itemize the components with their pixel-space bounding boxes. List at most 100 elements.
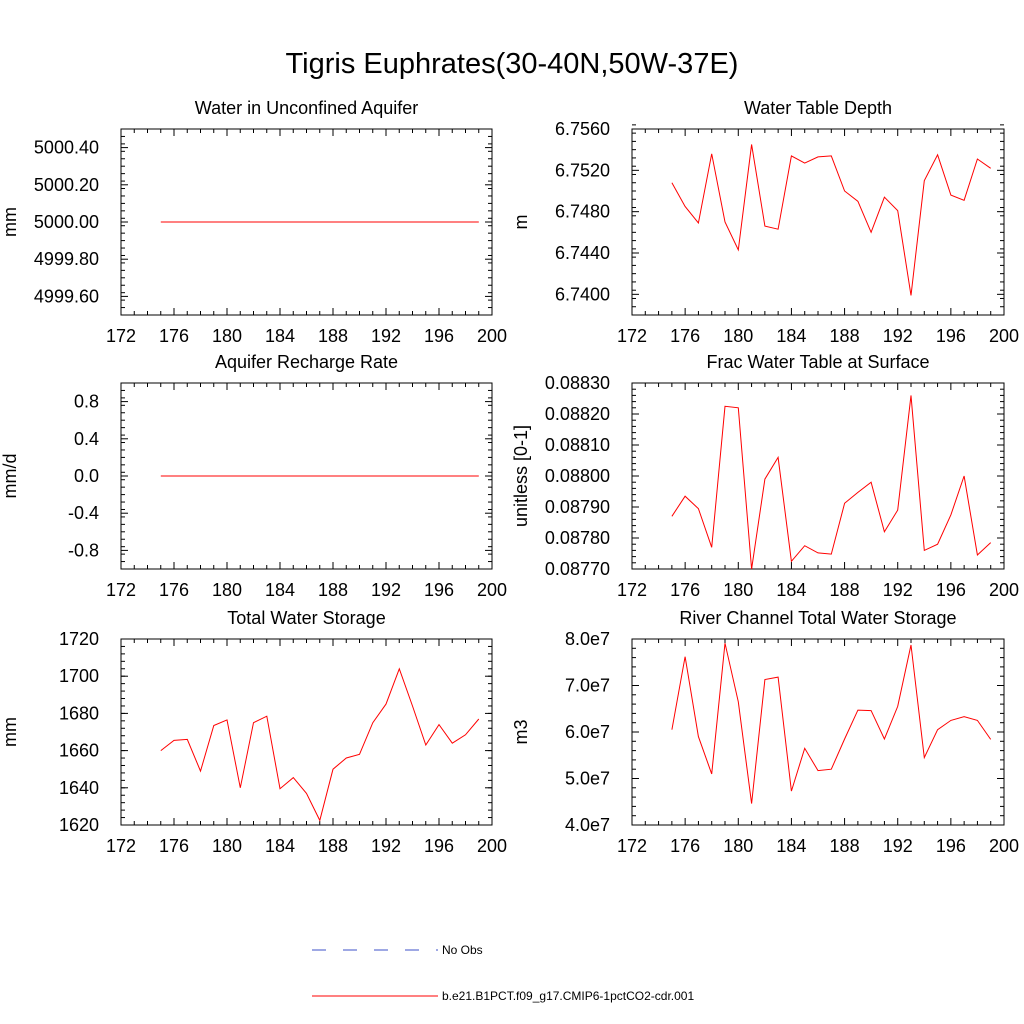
- x-tick-label: 200: [477, 326, 507, 346]
- y-axis-label: m3: [511, 719, 531, 744]
- x-tick-label: 188: [318, 836, 348, 856]
- y-axis-label: mm: [0, 717, 20, 747]
- panel-title: Total Water Storage: [227, 608, 385, 628]
- x-tick-label: 172: [106, 836, 136, 856]
- x-tick-label: 200: [477, 836, 507, 856]
- legend-model-label: b.e21.B1PCT.f09_g17.CMIP6-1pctCO2-cdr.00…: [442, 989, 694, 1003]
- x-tick-label: 192: [883, 836, 913, 856]
- y-tick-label: 5000.40: [34, 138, 99, 158]
- y-tick-label: 8.0e7: [565, 629, 610, 649]
- x-tick-label: 172: [106, 580, 136, 600]
- series-line: [671, 395, 992, 570]
- panel-title: Frac Water Table at Surface: [706, 352, 929, 372]
- x-tick-label: 176: [159, 326, 189, 346]
- panel-title: Water in Unconfined Aquifer: [195, 98, 418, 118]
- legend-obs-label: No Obs: [442, 943, 483, 957]
- x-tick-label: 200: [989, 580, 1019, 600]
- chart-panel-2: Water Table Depth m 172 176 180 184 188 192 196 2…: [511, 98, 1019, 346]
- x-tick-label: 188: [830, 580, 860, 600]
- x-tick-label: 176: [670, 580, 700, 600]
- chart-panel-5: Total Water Storage mm 172 176 180 184 188 192 1…: [0, 608, 507, 856]
- y-tick-label: 0.08790: [545, 497, 610, 517]
- x-tick-label: 172: [617, 326, 647, 346]
- y-tick-label: 6.7480: [555, 202, 610, 222]
- legend: No Obs b.e21.B1PCT.f09_g17.CMIP6-1pctCO2…: [312, 943, 694, 1003]
- x-tick-label: 176: [159, 836, 189, 856]
- y-tick-label: 4999.80: [34, 249, 99, 269]
- y-tick-label: 6.7440: [555, 243, 610, 263]
- x-tick-label: 200: [477, 580, 507, 600]
- x-tick-label: 192: [371, 326, 401, 346]
- y-tick-label: -0.4: [68, 503, 99, 523]
- y-tick-label: 1660: [59, 741, 99, 761]
- y-tick-label: 6.7560: [555, 119, 610, 139]
- x-tick-label: 196: [936, 580, 966, 600]
- x-tick-label: 188: [318, 326, 348, 346]
- x-tick-label: 176: [670, 326, 700, 346]
- y-tick-label: 1700: [59, 666, 99, 686]
- y-tick-label: 0.08780: [545, 528, 610, 548]
- y-tick-label: 7.0e7: [565, 676, 610, 696]
- x-tick-label: 192: [371, 836, 401, 856]
- y-tick-label: 1620: [59, 815, 99, 835]
- x-tick-label: 192: [883, 326, 913, 346]
- plot-frame: [631, 638, 1005, 826]
- y-tick-label: 1720: [59, 629, 99, 649]
- x-tick-label: 172: [617, 580, 647, 600]
- x-tick-label: 184: [776, 580, 806, 600]
- x-tick-label: 192: [371, 580, 401, 600]
- x-tick-label: 188: [318, 580, 348, 600]
- plot-frame: [120, 638, 493, 826]
- y-tick-label: 6.7400: [555, 284, 610, 304]
- x-tick-label: 188: [830, 836, 860, 856]
- x-tick-label: 196: [424, 836, 454, 856]
- x-tick-label: 184: [776, 836, 806, 856]
- y-tick-label: 1640: [59, 778, 99, 798]
- panel-title: Water Table Depth: [744, 98, 892, 118]
- x-tick-label: 180: [212, 326, 242, 346]
- plot-frame: [631, 382, 1005, 570]
- y-tick-label: -0.8: [68, 540, 99, 560]
- y-axis-label: unitless [0-1]: [511, 425, 531, 527]
- series-line: [671, 643, 992, 804]
- x-tick-label: 180: [212, 836, 242, 856]
- y-tick-label: 6.0e7: [565, 722, 610, 742]
- y-tick-label: 0.08770: [545, 559, 610, 579]
- panels-group: Water in Unconfined Aquifer mm 172 176 180 18…: [0, 98, 1019, 856]
- y-tick-label: 0.4: [74, 429, 99, 449]
- chart-panel-6: River Channel Total Water Storage m3 172 17…: [511, 608, 1019, 856]
- y-tick-label: 0.0: [74, 466, 99, 486]
- series-line: [671, 144, 991, 296]
- y-tick-label: 4999.60: [34, 286, 99, 306]
- x-tick-label: 196: [936, 836, 966, 856]
- y-tick-label: 5000.20: [34, 175, 99, 195]
- x-tick-label: 196: [936, 326, 966, 346]
- x-tick-label: 176: [159, 580, 189, 600]
- chart-panel-1: Water in Unconfined Aquifer mm 172 176 180 18…: [0, 98, 507, 346]
- panel-title: Aquifer Recharge Rate: [215, 352, 398, 372]
- x-tick-label: 172: [106, 326, 136, 346]
- x-tick-label: 180: [723, 326, 753, 346]
- y-tick-label: 0.08820: [545, 404, 610, 424]
- x-tick-label: 196: [424, 580, 454, 600]
- x-tick-label: 188: [830, 326, 860, 346]
- y-axis-label: m: [511, 215, 531, 230]
- chart-panel-3: Aquifer Recharge Rate mm/d 172 176 180 184 188…: [0, 352, 507, 600]
- x-tick-label: 184: [265, 836, 295, 856]
- y-tick-label: 0.8: [74, 392, 99, 412]
- y-tick-label: 4.0e7: [565, 815, 610, 835]
- chart-panel-4: Frac Water Table at Surface unitless [0-1…: [511, 352, 1019, 600]
- x-tick-label: 180: [212, 580, 242, 600]
- y-tick-label: 6.7520: [555, 160, 610, 180]
- figure-title: Tigris Euphrates(30-40N,50W-37E): [285, 48, 739, 80]
- panel-title: River Channel Total Water Storage: [679, 608, 956, 628]
- x-tick-label: 176: [670, 836, 700, 856]
- x-tick-label: 200: [989, 836, 1019, 856]
- y-axis-label: mm/d: [0, 454, 20, 499]
- x-tick-label: 180: [723, 580, 753, 600]
- series-line: [160, 667, 480, 822]
- y-tick-label: 0.08830: [545, 373, 610, 393]
- x-tick-label: 184: [265, 580, 295, 600]
- y-tick-label: 0.08800: [545, 466, 610, 486]
